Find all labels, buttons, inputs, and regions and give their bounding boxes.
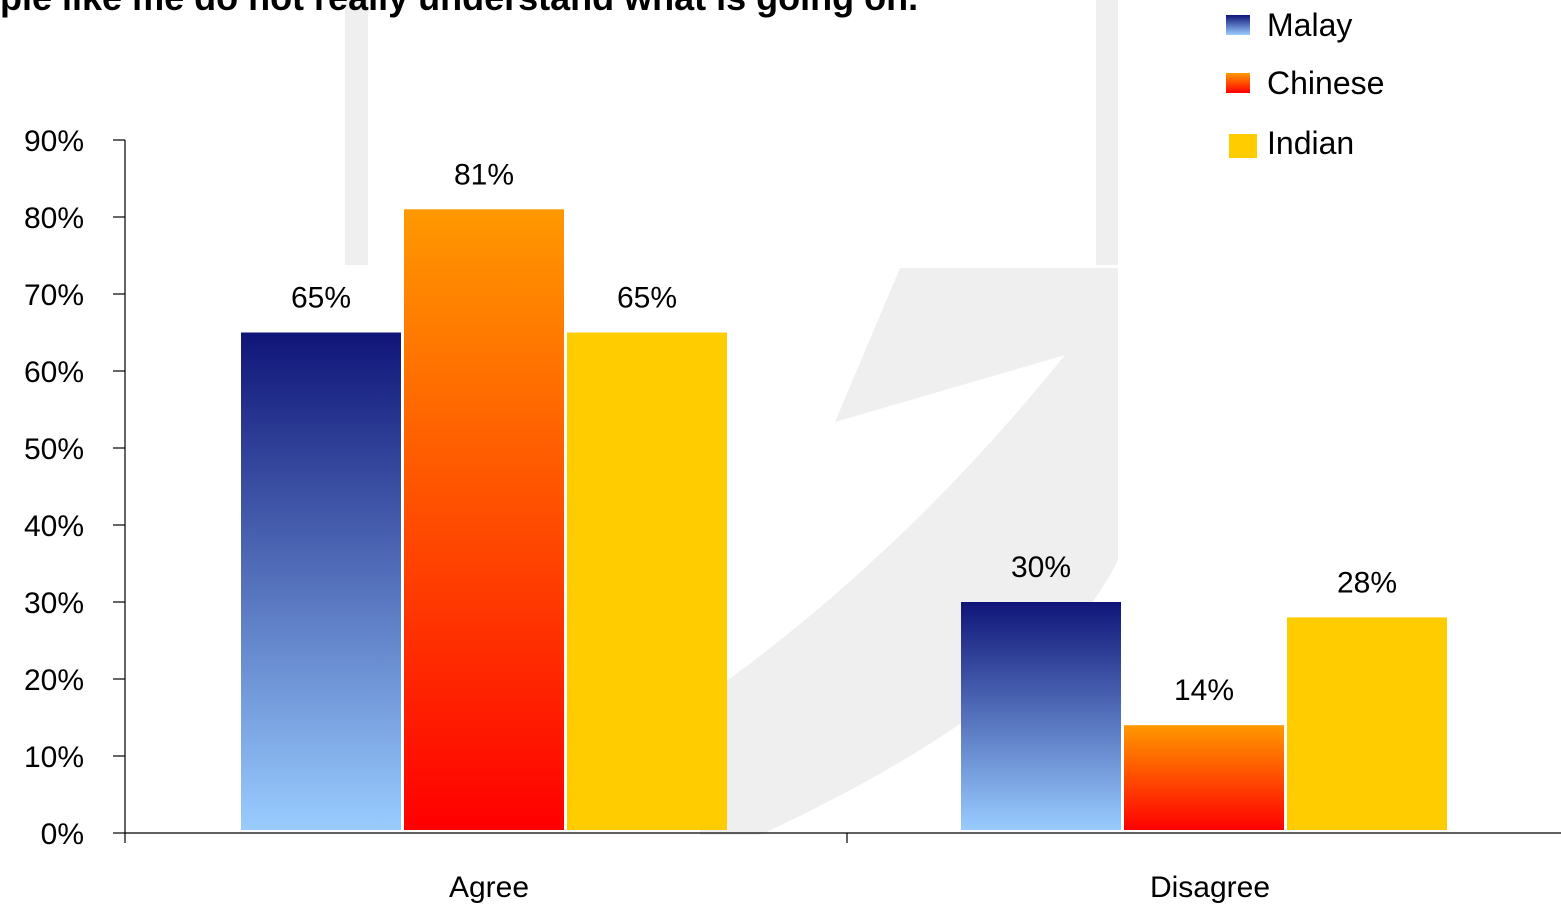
data-label: 14% — [1174, 674, 1234, 707]
legend-swatch-malay — [1226, 15, 1250, 35]
y-tick-label: 30% — [24, 587, 84, 620]
data-label: 28% — [1337, 566, 1397, 599]
data-label: 81% — [454, 158, 514, 191]
y-tick-label: 10% — [24, 741, 84, 774]
legend-swatch-chinese — [1226, 73, 1250, 93]
data-label: 30% — [1011, 551, 1071, 584]
category-label: Disagree — [1150, 871, 1270, 904]
watermark-logo — [345, 0, 1118, 835]
legend-label-chinese: Chinese — [1267, 65, 1384, 101]
y-tick-label: 50% — [24, 433, 84, 466]
y-tick-label: 80% — [24, 202, 84, 235]
bar-chinese-disagree — [1124, 725, 1284, 830]
category-label: Agree — [449, 871, 529, 904]
y-tick-label: 40% — [24, 510, 84, 543]
legend-label-malay: Malay — [1267, 7, 1352, 43]
y-tick-label: 0% — [41, 818, 84, 851]
data-labels: 65% 30% 81% 14% 65% 28% — [291, 158, 1397, 707]
bar-series — [241, 209, 1447, 831]
legend-label-indian: Indian — [1267, 125, 1354, 161]
bar-chinese-agree — [404, 209, 564, 831]
data-label: 65% — [291, 282, 351, 315]
category-labels: Agree Disagree — [449, 871, 1270, 904]
y-tick-label: 90% — [24, 125, 84, 158]
y-tick-label: 70% — [24, 279, 84, 312]
y-tick-label: 60% — [24, 356, 84, 389]
legend: Malay Chinese Indian — [1226, 7, 1384, 161]
bar-indian-agree — [567, 332, 727, 830]
bar-indian-disagree — [1287, 617, 1447, 830]
legend-swatch-indian — [1229, 134, 1257, 158]
y-tick-label: 20% — [24, 664, 84, 697]
bar-malay-disagree — [961, 602, 1121, 830]
y-axis-ticks: 0% 10% 20% 30% 40% 50% 60% 70% 80% 90% — [24, 125, 125, 851]
bar-malay-agree — [241, 332, 401, 830]
data-label: 65% — [617, 282, 677, 315]
chart-title: ple like me do not really understand wha… — [0, 0, 918, 18]
